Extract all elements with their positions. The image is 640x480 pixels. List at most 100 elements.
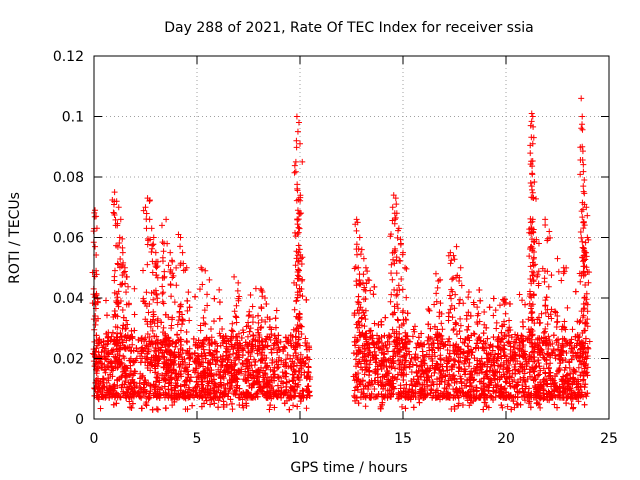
data-point [284,351,291,358]
data-point [111,357,118,364]
data-point [225,338,232,345]
data-point [512,370,519,377]
data-point [94,342,101,349]
data-point [487,363,494,370]
data-point [544,381,551,388]
data-point [282,345,289,352]
data-point [521,366,528,373]
data-point [94,389,101,396]
data-point [267,366,274,373]
data-point [228,400,235,407]
data-point [467,312,474,319]
data-point [370,394,377,401]
data-point [183,381,190,388]
data-point [127,379,134,386]
data-point [205,380,212,387]
data-point [236,385,243,392]
data-point [141,379,148,386]
data-point [111,198,118,205]
data-point [268,349,275,356]
data-point [418,330,425,337]
data-point [114,300,121,307]
data-point [274,365,281,372]
data-point [419,343,426,350]
data-point [208,352,215,359]
data-point [121,264,128,271]
data-point [192,341,199,348]
data-point [160,248,167,255]
data-point [490,295,497,302]
data-point [144,241,151,248]
data-point [126,357,133,364]
data-point [182,365,189,372]
data-point [526,369,533,376]
data-point [517,401,524,408]
data-point [514,379,521,386]
data-point [477,297,484,304]
data-point [371,344,378,351]
data-point [350,373,357,380]
data-point [217,389,224,396]
data-point [409,333,416,340]
data-point [89,300,96,307]
data-point [464,326,471,333]
data-point [375,335,382,342]
data-point [175,231,182,238]
data-point [538,383,545,390]
data-point [240,329,247,336]
data-point [385,370,392,377]
data-point [224,393,231,400]
data-point [556,392,563,399]
data-point [427,389,434,396]
data-point [582,381,589,388]
data-point [280,348,287,355]
data-point [252,337,259,344]
data-point [137,359,144,366]
data-point [302,335,309,342]
data-point [146,197,153,204]
data-point [249,380,256,387]
data-point [367,394,374,401]
data-point [385,348,391,355]
data-point [290,402,297,409]
data-point [481,309,488,316]
data-point [147,358,154,365]
data-point [515,367,522,374]
data-point [494,381,501,388]
data-point [476,358,483,365]
data-point [510,348,517,355]
data-point [560,384,567,391]
data-point [294,374,301,381]
data-point [217,374,224,381]
data-point [246,328,253,335]
data-point [298,371,305,378]
data-point [288,342,295,349]
data-point [279,379,286,386]
data-point [123,273,130,280]
data-point [132,383,139,390]
data-point [507,392,514,399]
data-point [159,239,166,246]
data-point [511,404,518,411]
data-point [247,353,254,360]
data-point [442,341,449,348]
data-point [352,356,359,363]
data-point [123,325,130,332]
data-point [362,353,369,360]
data-point [542,370,549,377]
data-point [143,388,150,395]
data-point [213,354,220,361]
data-point [546,364,553,371]
data-point [540,387,547,394]
data-point [219,353,226,360]
data-point [536,371,543,378]
data-point [410,404,417,411]
data-point [306,392,313,399]
data-point [141,387,148,394]
data-point [295,375,302,382]
data-point [295,381,302,388]
data-point [294,403,301,410]
data-point [352,342,359,349]
data-point [199,340,206,347]
data-point [491,362,498,369]
